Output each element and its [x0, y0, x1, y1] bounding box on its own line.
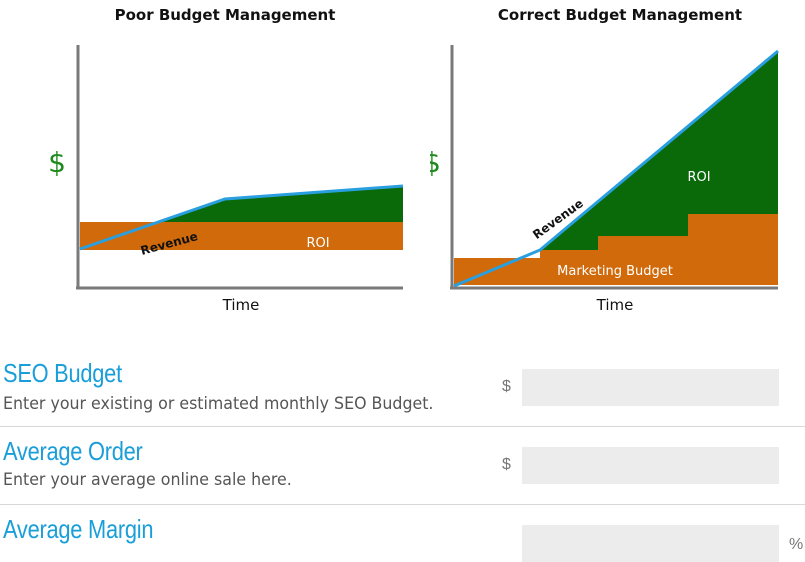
average-margin-title: Average Margin [3, 514, 154, 544]
dollar-sign: $ [48, 146, 66, 179]
dollar-sign: $ [430, 146, 441, 179]
marketing-budget-label: Marketing Budget [183, 265, 299, 280]
average-order-description: Enter your average online sale here. [3, 470, 292, 490]
chart-title: Poor Budget Management [114, 6, 336, 24]
average-margin-row: Average Margin % [0, 512, 805, 562]
chart-title: Correct Budget Management [497, 6, 743, 24]
poor-budget-svg: $ Marketing Budget ROI Revenue Time [48, 45, 404, 314]
marketing-budget-area [80, 222, 403, 250]
dollar-prefix: $ [502, 456, 511, 473]
roi-label: ROI [687, 170, 710, 185]
correct-budget-chart: Correct Budget Management $ Marketing Bu… [430, 0, 805, 320]
seo-budget-input[interactable] [522, 369, 779, 406]
average-order-title: Average Order [3, 436, 143, 466]
average-order-row: Average Order Enter your average online … [0, 434, 805, 504]
time-label: Time [596, 296, 634, 314]
revenue-line [453, 49, 779, 288]
seo-budget-title: SEO Budget [3, 358, 122, 388]
marketing-budget-area [454, 214, 778, 285]
marketing-budget-label: Marketing Budget [557, 264, 673, 279]
row-divider [0, 426, 805, 427]
correct-budget-svg: $ Marketing Budget ROI Revenue Time [430, 45, 779, 314]
seo-budget-row: SEO Budget Enter your existing or estima… [0, 356, 805, 426]
row-divider [0, 504, 805, 505]
time-label: Time [222, 296, 260, 314]
seo-budget-description: Enter your existing or estimated monthly… [3, 394, 434, 414]
revenue-line [79, 184, 404, 251]
poor-budget-chart: Poor Budget Management $ Marketing Budge… [35, 0, 415, 320]
percent-suffix: % [789, 536, 804, 553]
roi-label: ROI [306, 236, 329, 251]
average-margin-input[interactable] [522, 525, 779, 562]
average-order-input[interactable] [522, 447, 779, 484]
dollar-prefix: $ [502, 378, 511, 395]
roi-area [157, 186, 403, 222]
